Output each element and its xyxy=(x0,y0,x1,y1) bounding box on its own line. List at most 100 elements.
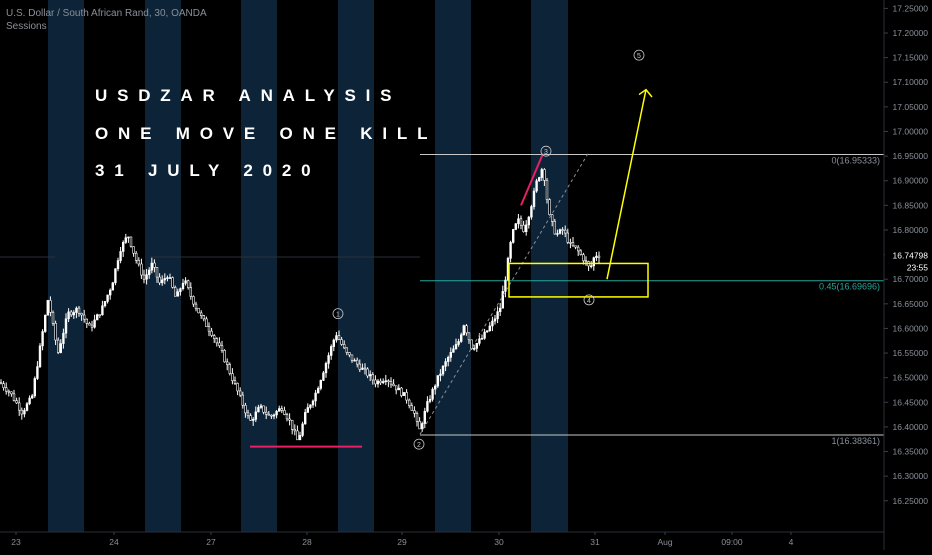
candle[interactable] xyxy=(293,429,296,432)
candle[interactable] xyxy=(348,352,351,356)
candle[interactable] xyxy=(454,344,458,350)
candle[interactable] xyxy=(205,318,208,328)
candle[interactable] xyxy=(332,339,335,347)
candle[interactable] xyxy=(174,287,177,297)
candle[interactable] xyxy=(550,214,554,222)
candle[interactable] xyxy=(223,350,226,363)
candle[interactable] xyxy=(480,337,484,340)
candle[interactable] xyxy=(428,398,432,402)
candle[interactable] xyxy=(381,381,385,384)
candle[interactable] xyxy=(303,412,307,425)
candle[interactable] xyxy=(98,314,102,316)
candle[interactable] xyxy=(394,385,398,391)
candle[interactable] xyxy=(545,180,549,200)
candle[interactable] xyxy=(262,405,265,413)
candle[interactable] xyxy=(475,343,478,349)
candle[interactable] xyxy=(38,345,42,367)
candle[interactable] xyxy=(444,361,447,367)
candle[interactable] xyxy=(192,296,195,305)
candle[interactable] xyxy=(387,380,390,383)
candle[interactable] xyxy=(368,374,372,377)
candle[interactable] xyxy=(530,206,533,218)
candle[interactable] xyxy=(46,300,50,316)
candle[interactable] xyxy=(249,415,252,421)
candle[interactable] xyxy=(561,229,564,231)
candle[interactable] xyxy=(277,408,281,412)
candle[interactable] xyxy=(233,380,237,384)
candle[interactable] xyxy=(254,411,257,420)
candle[interactable] xyxy=(329,346,333,356)
candle[interactable] xyxy=(301,423,304,436)
candle[interactable] xyxy=(517,218,520,225)
candle[interactable] xyxy=(155,267,159,278)
candle[interactable] xyxy=(566,232,570,243)
candle[interactable] xyxy=(93,319,96,328)
candle[interactable] xyxy=(116,260,120,270)
candle[interactable] xyxy=(0,382,3,384)
candle[interactable] xyxy=(314,392,317,402)
candle[interactable] xyxy=(514,223,518,230)
candle[interactable] xyxy=(595,255,598,259)
candle[interactable] xyxy=(371,374,374,381)
candle[interactable] xyxy=(259,405,263,408)
candle[interactable] xyxy=(119,251,122,261)
candle[interactable] xyxy=(239,390,242,396)
candle[interactable] xyxy=(17,402,21,411)
candle[interactable] xyxy=(59,343,63,353)
candle[interactable] xyxy=(397,387,400,391)
candle[interactable] xyxy=(218,342,221,346)
candle[interactable] xyxy=(213,335,216,339)
candle[interactable] xyxy=(241,394,244,406)
candle[interactable] xyxy=(556,233,559,235)
candle[interactable] xyxy=(202,315,205,320)
candle[interactable] xyxy=(311,400,315,406)
candle[interactable] xyxy=(267,413,270,416)
candle[interactable] xyxy=(345,347,348,353)
candle[interactable] xyxy=(275,410,278,416)
candle[interactable] xyxy=(72,312,76,316)
candle[interactable] xyxy=(15,400,18,404)
candle[interactable] xyxy=(171,277,174,288)
candle[interactable] xyxy=(184,280,187,284)
candle[interactable] xyxy=(316,388,320,394)
candle[interactable] xyxy=(589,265,593,268)
candle[interactable] xyxy=(470,339,473,350)
candle[interactable] xyxy=(459,334,463,342)
candle[interactable] xyxy=(158,276,161,284)
candle[interactable] xyxy=(571,242,575,247)
candle[interactable] xyxy=(579,250,583,255)
candle[interactable] xyxy=(426,401,429,412)
candle[interactable] xyxy=(363,367,367,370)
candle[interactable] xyxy=(264,411,268,415)
candle[interactable] xyxy=(75,307,78,313)
candle[interactable] xyxy=(148,269,151,275)
candle[interactable] xyxy=(584,260,588,263)
candle[interactable] xyxy=(441,365,445,375)
candle[interactable] xyxy=(524,224,528,232)
candle[interactable] xyxy=(137,260,140,265)
candle[interactable] xyxy=(446,357,450,362)
candle[interactable] xyxy=(342,344,346,349)
candle[interactable] xyxy=(418,421,421,430)
candle[interactable] xyxy=(220,345,224,351)
candle[interactable] xyxy=(114,268,117,284)
candle[interactable] xyxy=(270,414,273,417)
sessions-indicator-label[interactable]: Sessions xyxy=(6,21,47,32)
candle[interactable] xyxy=(483,331,486,339)
candle[interactable] xyxy=(504,279,507,292)
candle[interactable] xyxy=(558,229,562,234)
candle[interactable] xyxy=(327,355,330,364)
candle[interactable] xyxy=(498,307,502,312)
candle[interactable] xyxy=(194,303,198,309)
candle[interactable] xyxy=(511,229,515,243)
candle[interactable] xyxy=(163,278,166,281)
candle[interactable] xyxy=(488,325,491,332)
candle[interactable] xyxy=(23,410,26,415)
candle[interactable] xyxy=(111,282,115,291)
candle[interactable] xyxy=(496,311,499,320)
candle[interactable] xyxy=(135,252,138,261)
candle[interactable] xyxy=(431,388,434,400)
candle[interactable] xyxy=(535,180,538,192)
candle[interactable] xyxy=(389,381,393,385)
candle[interactable] xyxy=(519,218,523,226)
